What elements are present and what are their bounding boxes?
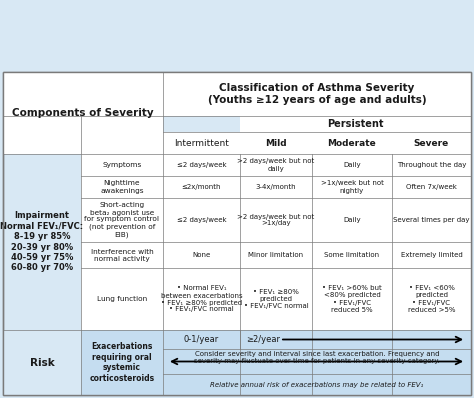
Text: Consider severity and interval since last exacerbation. Frequency and
severity m: Consider severity and interval since las…	[194, 351, 440, 364]
Text: Intermittent: Intermittent	[174, 139, 229, 148]
Text: Some limitation: Some limitation	[324, 252, 380, 258]
Text: Nighttime
awakenings: Nighttime awakenings	[100, 181, 144, 193]
Text: 0-1/year: 0-1/year	[184, 335, 219, 344]
Bar	[312, 176, 392, 198]
Text: Daily: Daily	[343, 217, 361, 223]
Bar	[81, 154, 163, 176]
Text: >1x/week but not
nightly: >1x/week but not nightly	[320, 181, 383, 193]
Text: Risk: Risk	[29, 357, 55, 367]
Bar	[312, 198, 392, 242]
Text: • Normal FEV₁
between exacerbations
• FEV₁ ≥80% predicted
• FEV₁/FVC normal: • Normal FEV₁ between exacerbations • FE…	[161, 285, 242, 312]
Bar	[240, 268, 312, 330]
Text: Severe: Severe	[414, 139, 449, 148]
Bar	[163, 268, 240, 330]
Bar	[392, 154, 471, 176]
Bar	[240, 198, 312, 242]
Text: Relative annual risk of exacerbations may be related to FEV₁: Relative annual risk of exacerbations ma…	[210, 381, 424, 388]
Bar	[81, 268, 163, 330]
Bar	[3, 72, 471, 395]
Text: Symptoms: Symptoms	[102, 162, 142, 168]
Text: Interference with
normal activity: Interference with normal activity	[91, 248, 154, 261]
Text: • FEV₁ <60%
predicted
• FEV₁/FVC
reduced >5%: • FEV₁ <60% predicted • FEV₁/FVC reduced…	[408, 285, 455, 312]
Text: Several times per day: Several times per day	[393, 217, 470, 223]
Bar	[312, 268, 392, 330]
Text: ≤2x/month: ≤2x/month	[182, 184, 221, 190]
Text: >2 days/week but not
daily: >2 days/week but not daily	[237, 158, 315, 172]
Text: Persistent: Persistent	[327, 119, 384, 129]
Text: Impairment
Normal FEV₁/FVC:
8-19 yr 85%
20-39 yr 80%
40-59 yr 75%
60-80 yr 70%: Impairment Normal FEV₁/FVC: 8-19 yr 85% …	[0, 211, 83, 273]
Text: ≥2/year: ≥2/year	[246, 335, 280, 344]
Bar	[81, 330, 471, 395]
Bar	[163, 176, 240, 198]
Text: Exacerbations
requiring oral
systemic
corticosteroids: Exacerbations requiring oral systemic co…	[90, 342, 155, 382]
Text: Components of Severity: Components of Severity	[12, 108, 154, 118]
Text: Daily: Daily	[343, 162, 361, 168]
Bar	[392, 242, 471, 268]
Bar	[392, 198, 471, 242]
Bar	[240, 154, 312, 176]
Bar	[3, 72, 163, 154]
Bar	[81, 242, 163, 268]
Text: Classification of Asthma Severity
(Youths ≥12 years of age and adults): Classification of Asthma Severity (Youth…	[208, 83, 426, 105]
Bar	[312, 154, 392, 176]
Text: • FEV₁ ≥80%
predicted
• FEV₁/FVC normal: • FEV₁ ≥80% predicted • FEV₁/FVC normal	[244, 289, 309, 309]
Text: ≤2 days/week: ≤2 days/week	[177, 162, 226, 168]
Bar	[240, 242, 312, 268]
Bar	[163, 72, 471, 116]
Bar	[163, 154, 240, 176]
Text: Throughout the day: Throughout the day	[397, 162, 466, 168]
Bar	[312, 242, 392, 268]
Bar	[163, 242, 240, 268]
Bar	[163, 132, 240, 154]
Bar	[3, 72, 471, 395]
Bar	[392, 132, 471, 154]
Bar	[163, 198, 240, 242]
Text: >2 days/week but not
>1x/day: >2 days/week but not >1x/day	[237, 213, 315, 226]
Bar	[163, 132, 240, 154]
Bar	[392, 268, 471, 330]
Text: Short-acting
beta₂ agonist use
for symptom control
(not prevention of
EIB): Short-acting beta₂ agonist use for sympt…	[84, 203, 159, 238]
Bar	[81, 198, 163, 242]
Bar	[240, 176, 312, 198]
Bar	[81, 176, 163, 198]
Bar	[240, 132, 312, 154]
Bar	[312, 132, 392, 154]
Text: Mild: Mild	[265, 139, 287, 148]
Text: None: None	[192, 252, 210, 258]
Text: 3-4x/month: 3-4x/month	[255, 184, 296, 190]
Text: • FEV₁ >60% but
<80% predicted
• FEV₁/FVC
reduced 5%: • FEV₁ >60% but <80% predicted • FEV₁/FV…	[322, 285, 382, 312]
Bar	[240, 116, 471, 132]
Text: Minor limitation: Minor limitation	[248, 252, 303, 258]
Text: ≤2 days/week: ≤2 days/week	[177, 217, 226, 223]
Text: Extremely limited: Extremely limited	[401, 252, 462, 258]
Text: Moderate: Moderate	[328, 139, 376, 148]
Text: Often 7x/week: Often 7x/week	[406, 184, 457, 190]
Bar	[392, 176, 471, 198]
Bar	[3, 330, 81, 395]
Text: Lung function: Lung function	[97, 296, 147, 302]
